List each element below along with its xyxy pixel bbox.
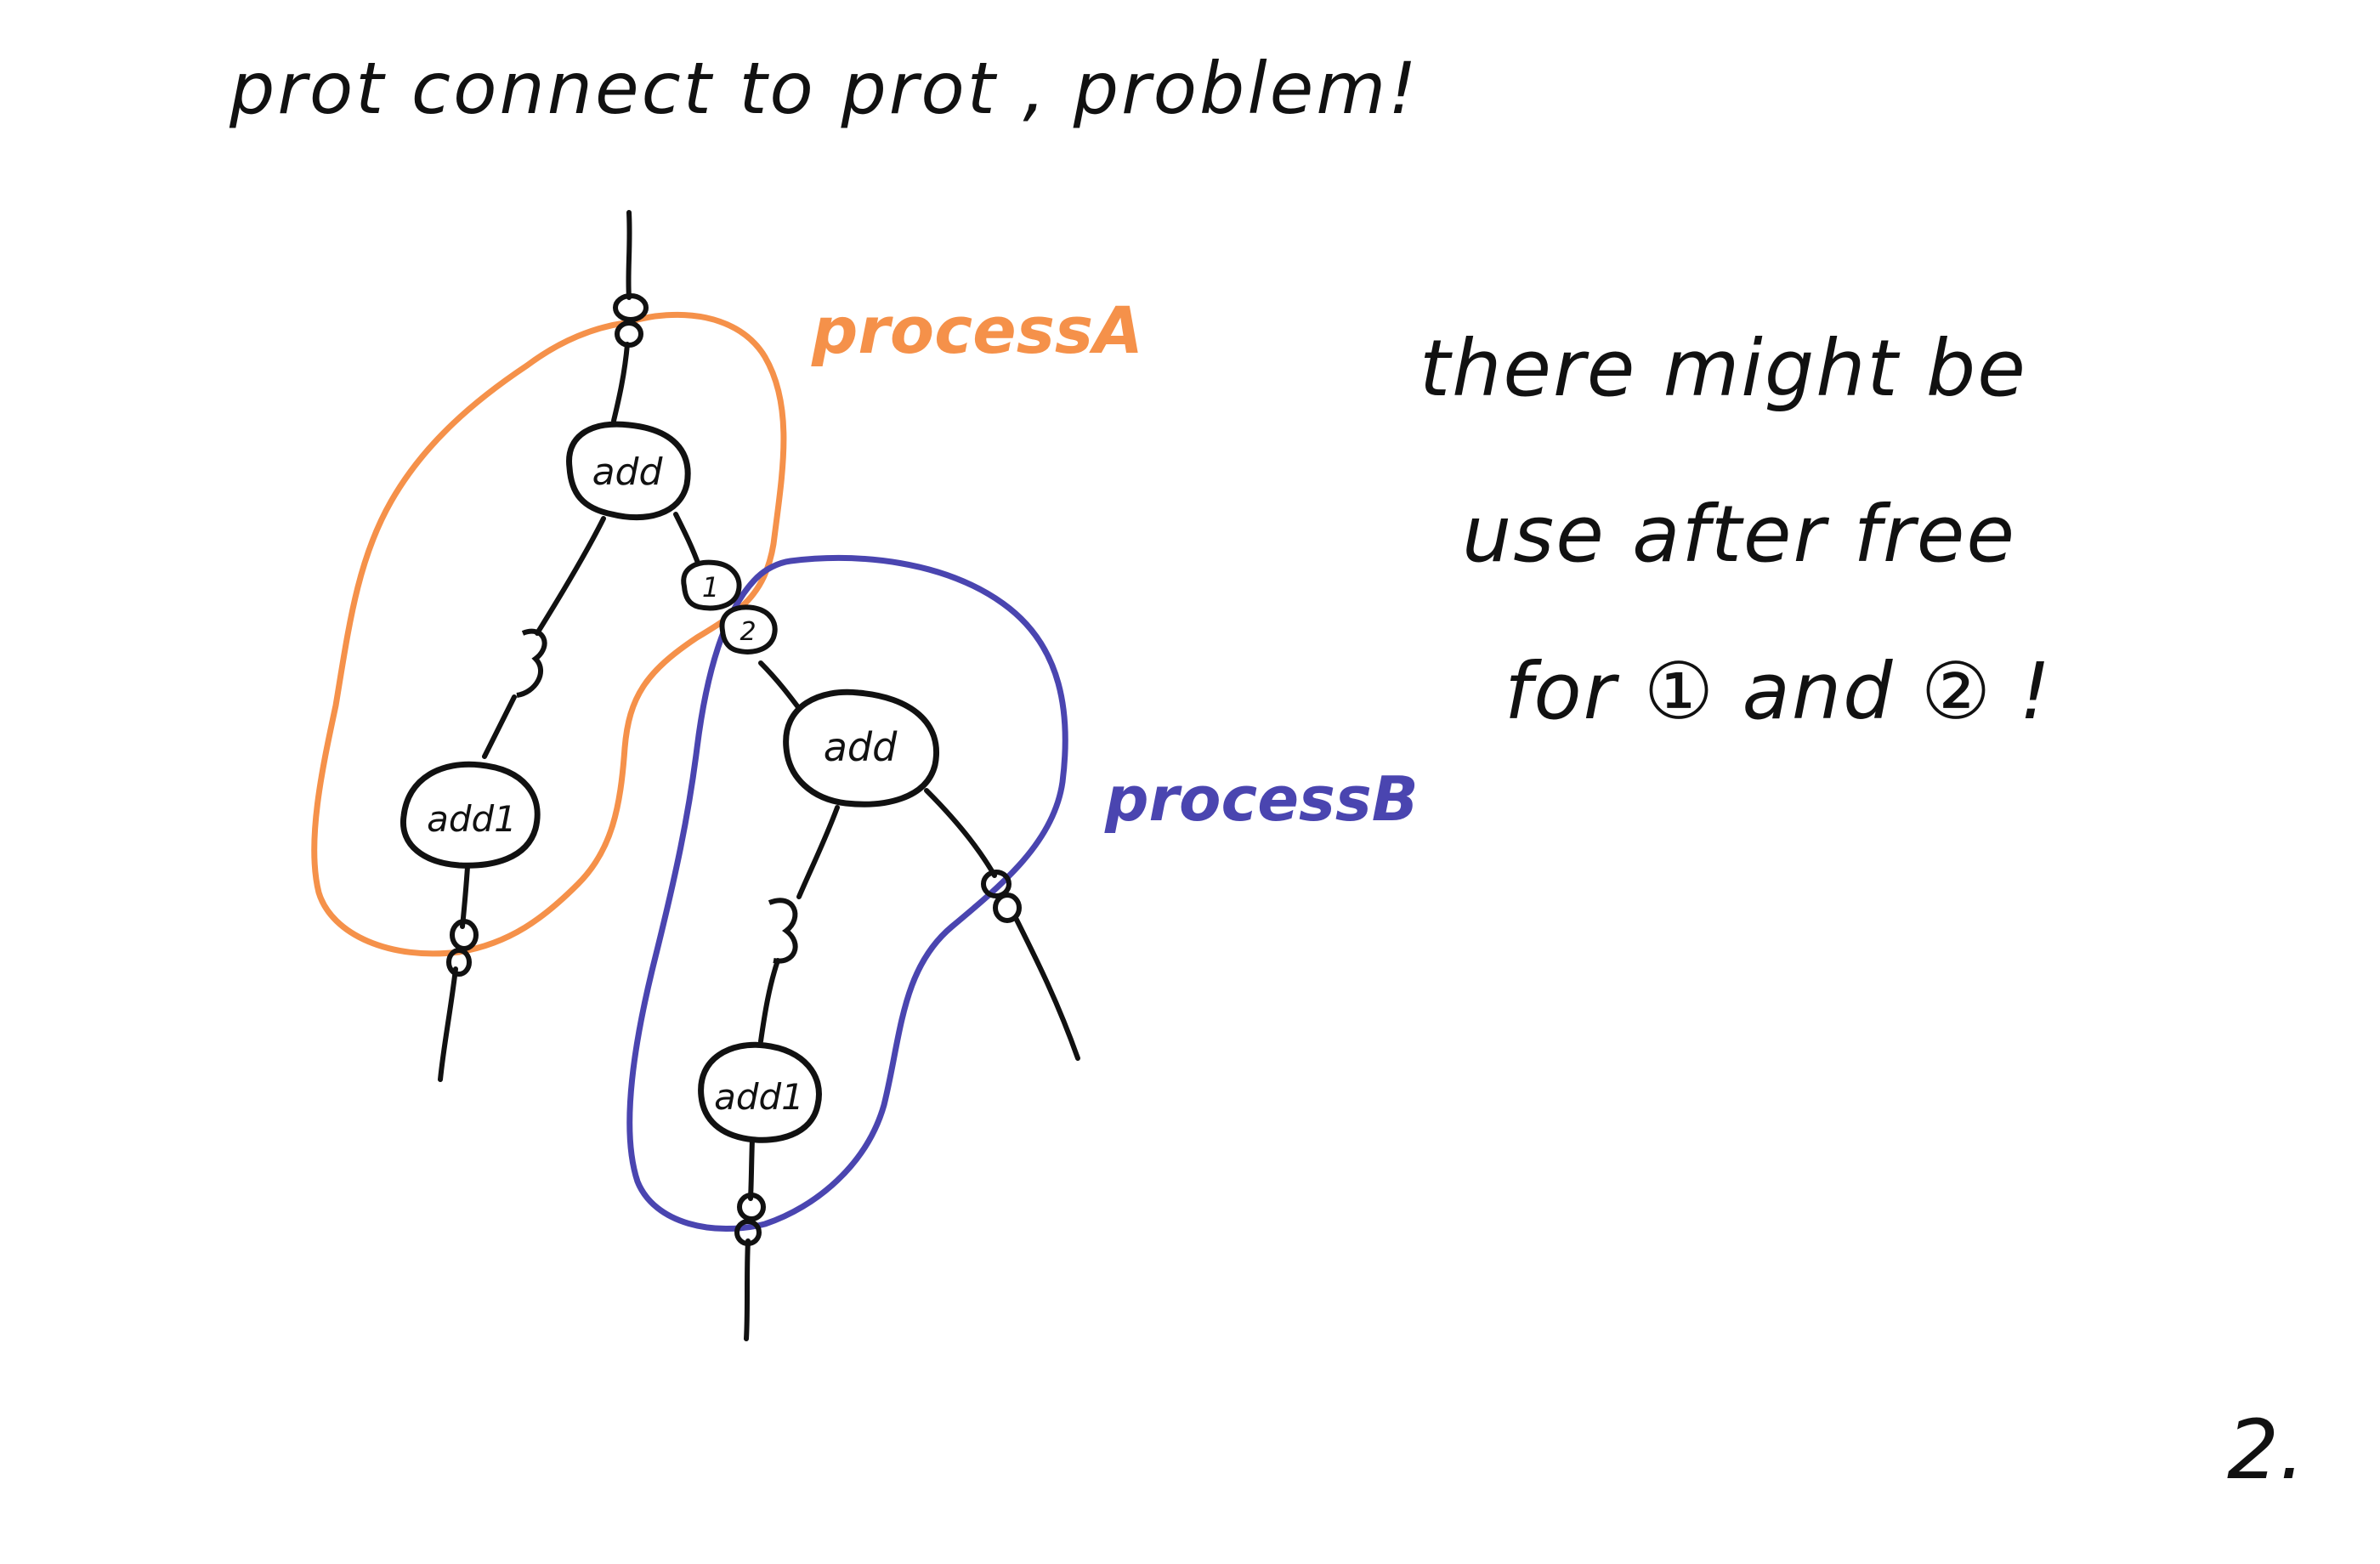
wire-b-left-to-add1 bbox=[758, 958, 780, 1044]
process-a-region bbox=[311, 311, 787, 957]
port-b-bottom bbox=[734, 1193, 766, 1246]
port-a-bottom bbox=[446, 919, 479, 977]
node-b-add: add bbox=[783, 688, 939, 808]
port-2-label: 2 bbox=[740, 617, 756, 647]
node-a-add1-label: add1 bbox=[427, 798, 517, 840]
port-b-right bbox=[981, 870, 1022, 923]
port-a-top bbox=[613, 293, 649, 348]
port-a-mid bbox=[516, 628, 547, 698]
wire-b-right-bottom bbox=[1013, 915, 1080, 1061]
diagram-title: prot connect to prot , problem! bbox=[230, 47, 1420, 130]
wire-b-add1-to-bottom bbox=[748, 1136, 755, 1201]
wire-a-top-lower bbox=[611, 342, 630, 423]
port-1-label: 1 bbox=[702, 571, 719, 604]
process-a-label: processA bbox=[811, 292, 1143, 368]
wire-add-to-port1 bbox=[673, 512, 701, 568]
wire-b-add-to-right bbox=[924, 788, 997, 878]
port-2: 2 bbox=[719, 604, 778, 654]
process-b-label: processB bbox=[1104, 763, 1419, 835]
port-b-left bbox=[768, 898, 798, 964]
note-line-2: use after free bbox=[1462, 489, 2017, 580]
wire-b-add-to-left bbox=[796, 805, 840, 899]
node-a-add: add bbox=[566, 421, 691, 521]
node-a-add1: add1 bbox=[400, 761, 541, 869]
wire-add1-to-bottom bbox=[460, 864, 470, 929]
wire-add-to-mid bbox=[535, 516, 606, 636]
note-line-1: there might be bbox=[1420, 323, 2027, 414]
wire-b-bottom bbox=[744, 1238, 751, 1341]
wire-a-top bbox=[626, 210, 632, 300]
note-line-3: for ① and ② ! bbox=[1504, 646, 2053, 737]
wire-mid-to-add1 bbox=[482, 694, 517, 759]
page-number: 2. bbox=[2227, 1402, 2305, 1498]
node-a-add-label: add bbox=[592, 450, 664, 494]
wire-a-bottom bbox=[438, 966, 458, 1082]
node-b-add1: add1 bbox=[698, 1041, 822, 1143]
node-b-add1-label: add1 bbox=[714, 1076, 804, 1118]
process-b-region bbox=[626, 555, 1068, 1232]
port-1: 1 bbox=[681, 559, 742, 611]
node-b-add-label: add bbox=[824, 724, 898, 770]
wire-port2-to-b-add bbox=[758, 660, 806, 717]
